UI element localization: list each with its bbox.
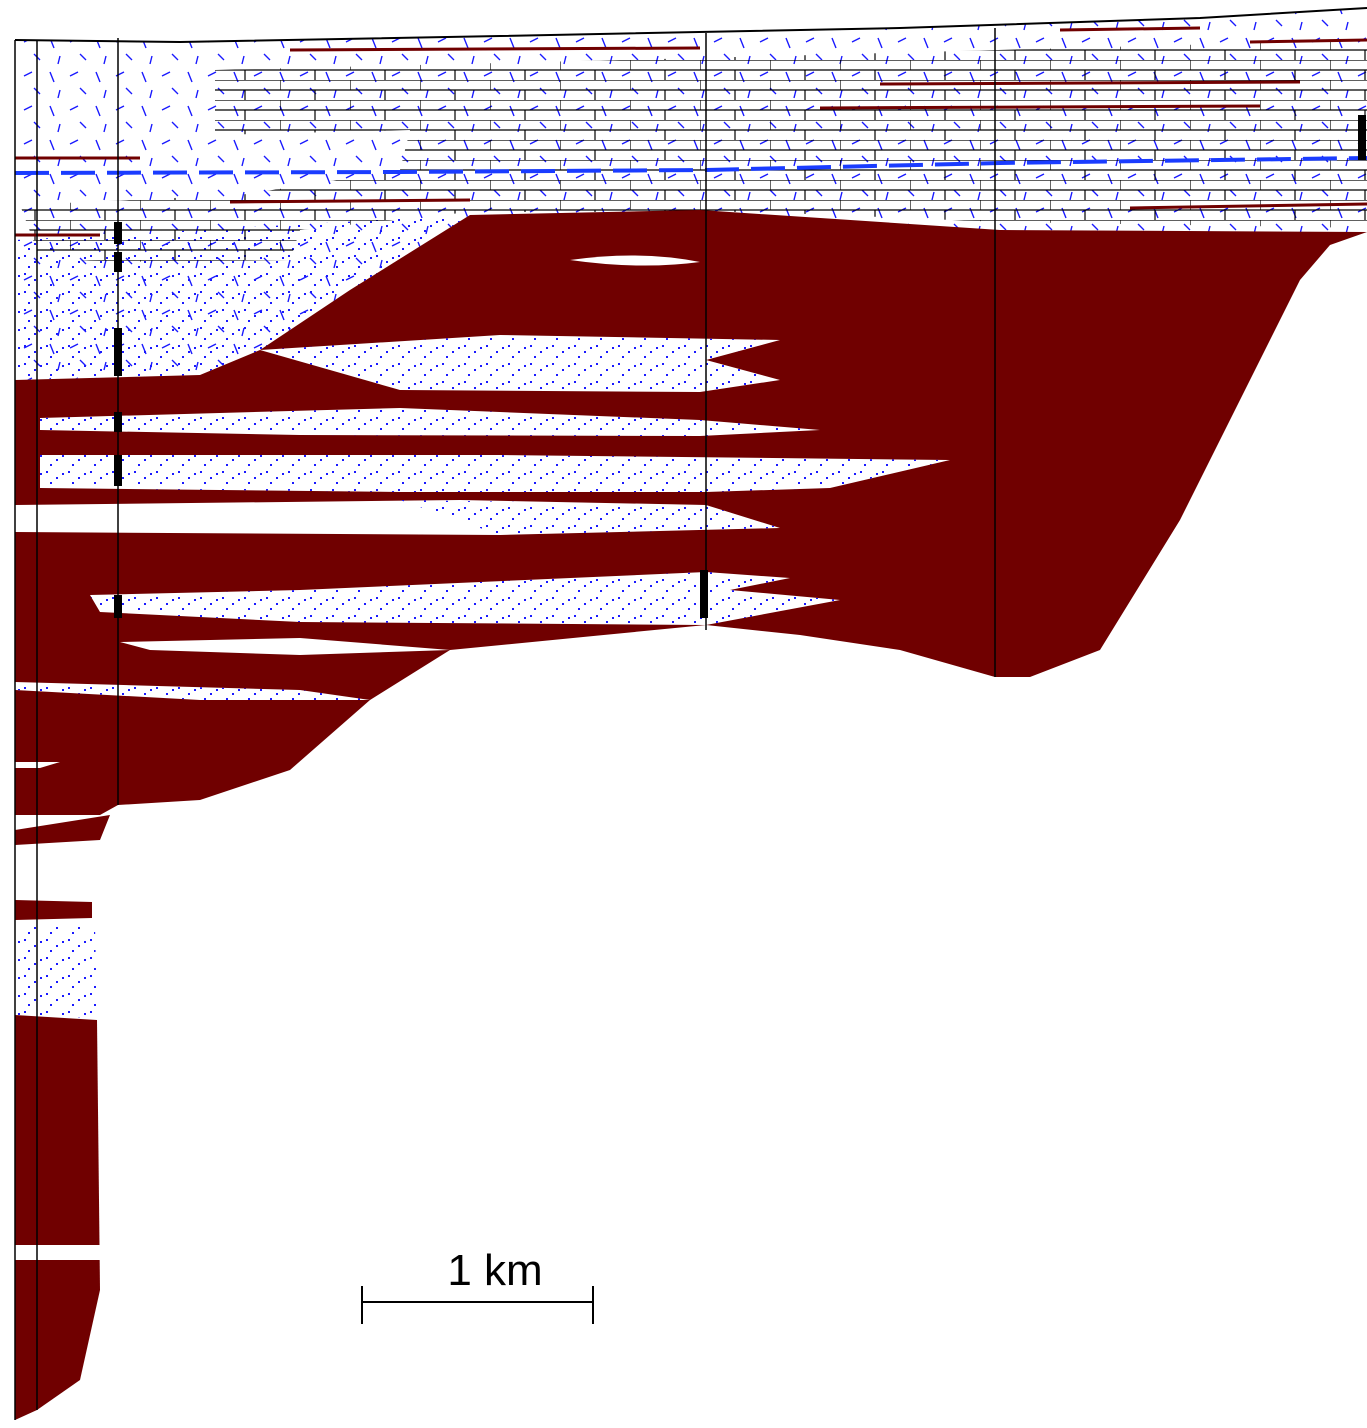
- clay-band: [15, 815, 110, 845]
- sand-unit: [15, 925, 97, 1018]
- cross-section: 1 km: [0, 0, 1367, 1428]
- clay-band: [15, 900, 92, 920]
- scale-bar: 1 km: [362, 1246, 593, 1324]
- clay-column: [15, 1015, 100, 1420]
- page: 1 km (() => { const data = JSON.parse(do…: [0, 0, 1367, 1428]
- scale-label: 1 km: [447, 1246, 542, 1295]
- gap: [15, 1245, 100, 1260]
